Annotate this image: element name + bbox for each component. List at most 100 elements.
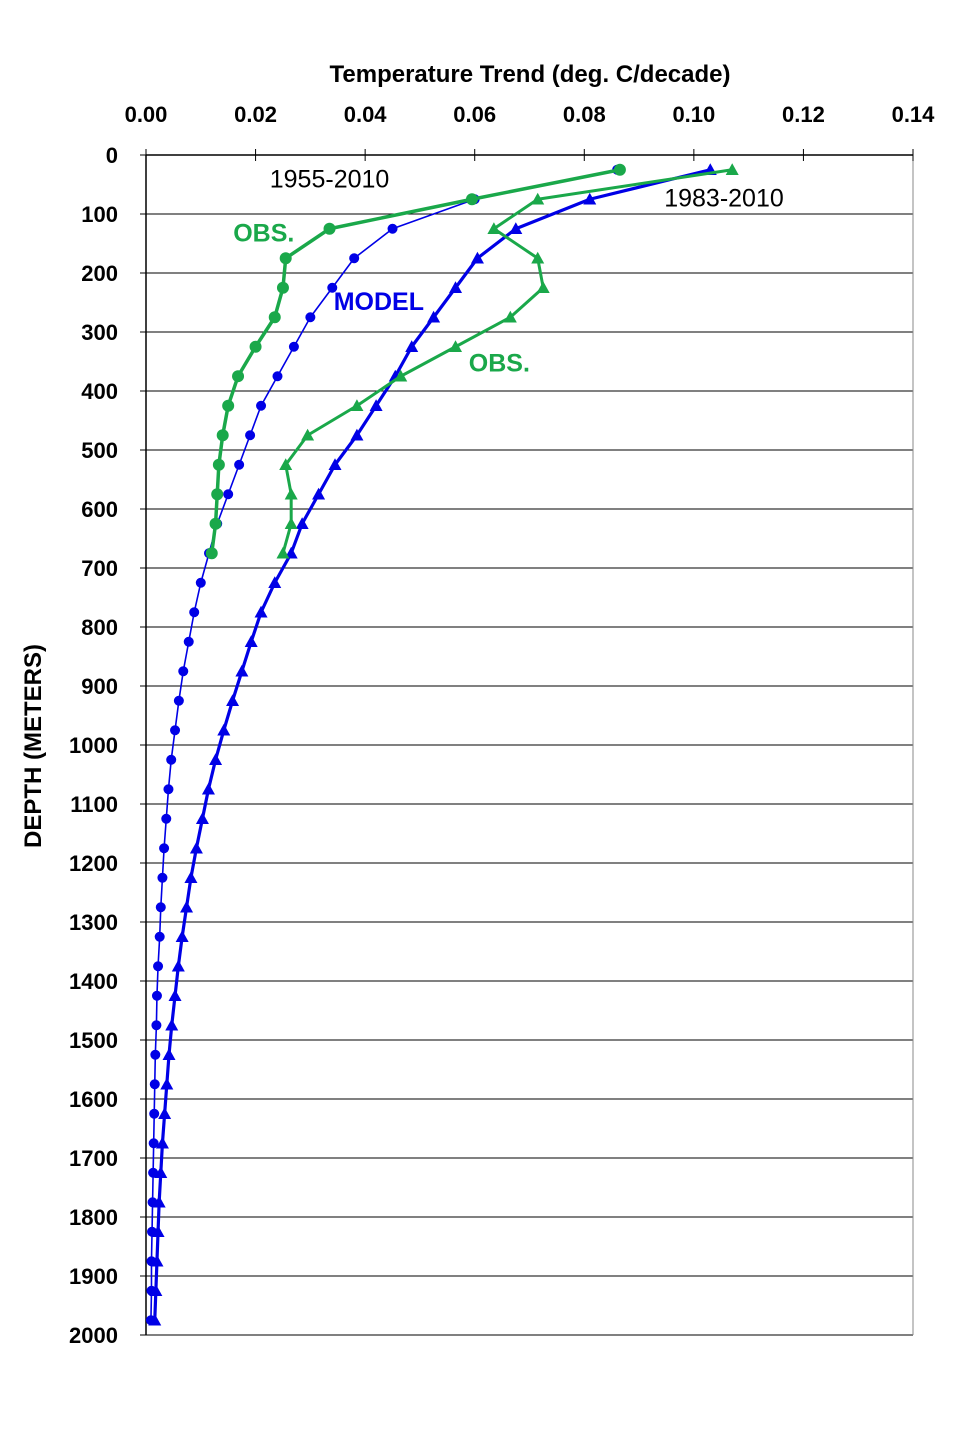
series-1955-2010-model-point-1175 — [159, 843, 170, 854]
series-1955-2010-obs-point-275 — [268, 311, 281, 324]
series-1955-2010-model-point-225 — [327, 282, 338, 293]
series-1955-2010-model-point-575 — [223, 489, 234, 500]
series-1955-2010-model-point-475 — [245, 430, 256, 441]
annotation-obs-2: OBS. — [233, 220, 294, 248]
x-tick-label-0.12: 0.12 — [782, 102, 825, 127]
series-1983-2010-obs-point-475 — [301, 428, 315, 441]
y-tick-label-1500: 1500 — [69, 1028, 118, 1053]
y-tick-label-1800: 1800 — [69, 1205, 118, 1230]
series-1983-2010-model-point-525 — [328, 458, 342, 470]
y-tick-label-0: 0 — [106, 143, 118, 168]
series-1983-2010-obs-point-275 — [503, 310, 517, 323]
series-1955-2010-model-point-925 — [173, 695, 184, 706]
y-tick-label-1700: 1700 — [69, 1146, 118, 1171]
series-1983-2010-model-point-1175 — [189, 841, 203, 854]
series-1983-2010-model-point-1525 — [162, 1048, 176, 1060]
series-1983-2010-obs-point-125 — [487, 222, 501, 234]
series-1955-2010-model-point-325 — [288, 341, 299, 352]
series-1955-2010-model-point-1425 — [151, 990, 162, 1001]
series-1955-2010-model-line — [150, 168, 618, 1321]
x-tick-labels: 0.00 0.02 0.04 0.06 0.08 0.10 0.12 0.14 — [125, 102, 936, 127]
series-1983-2010-model-point-325 — [405, 340, 419, 352]
series-1983-2010-model-point-1575 — [160, 1077, 174, 1090]
x-tick-label-0.00: 0.00 — [125, 102, 168, 127]
y-tick-label-1400: 1400 — [69, 969, 118, 994]
series-1955-2010-model-point-1725 — [148, 1167, 159, 1178]
x-axis-title: Temperature Trend (deg. C/decade) — [330, 61, 731, 88]
series-1983-2010-model-line — [153, 168, 711, 1321]
series-1955-2010-obs-point-375 — [232, 370, 245, 383]
series-1983-2010-model-point-775 — [254, 605, 268, 618]
y-tick-label-600: 600 — [81, 497, 118, 522]
y-tick-label-1000: 1000 — [69, 733, 118, 758]
series-1955-2010-model-point-1125 — [161, 813, 172, 824]
series-1955-2010-obs-point-525 — [212, 458, 225, 471]
series-1983-2010-obs-point-75 — [531, 192, 545, 205]
series-1955-2010-model-point-1075 — [163, 784, 174, 795]
y-tick-label-500: 500 — [81, 438, 118, 463]
y-tick-labels: 0 100 200 300 400 500 600 700 800 900 1000 1100 1200… — [69, 143, 118, 1348]
series-1955-2010-model-point-375 — [272, 371, 283, 382]
series-1955-2010-obs-point-25 — [613, 163, 626, 176]
x-tick-label-0.10: 0.10 — [672, 102, 715, 127]
series-1983-2010-model-point-825 — [244, 635, 258, 647]
series-1983-2010-model-point-1625 — [158, 1107, 172, 1119]
series-1955-2010-model-point-775 — [189, 607, 200, 618]
x-tick-label-0.08: 0.08 — [563, 102, 606, 127]
series-1955-2010-model-point-1475 — [151, 1020, 162, 1031]
annotations: 1955-2010 1983-2010 OBS. MODEL OBS. — [233, 165, 784, 377]
series-1983-2010-model-point-1125 — [195, 812, 209, 824]
series-1983-2010-obs-point-625 — [284, 517, 298, 529]
series-1955-2010-model-point-1675 — [148, 1138, 159, 1149]
series-1955-2010-model-point-725 — [195, 577, 206, 588]
series-1955-2010-obs-point-425 — [222, 399, 235, 412]
series-1955-2010-obs-point-125 — [323, 222, 336, 235]
x-tick-label-0.14: 0.14 — [892, 102, 936, 127]
series-1955-2010-obs — [205, 163, 626, 560]
series-1983-2010-model-point-875 — [235, 664, 249, 677]
series-1983-2010-model-point-1475 — [165, 1018, 179, 1031]
y-tick-label-800: 800 — [81, 615, 118, 640]
series-1983-2010-model-point-1275 — [180, 900, 194, 913]
x-tick-label-0.02: 0.02 — [234, 102, 277, 127]
series-1955-2010-model-point-825 — [183, 636, 194, 647]
series-1955-2010-model-point-1575 — [149, 1079, 160, 1090]
series-1983-2010-model-point-725 — [268, 576, 282, 588]
series-1983-2010-model-point-575 — [312, 487, 326, 500]
series-1983-2010-model-point-225 — [449, 281, 463, 293]
series-1983-2010-model-point-625 — [295, 517, 309, 529]
series-1983-2010-obs-point-325 — [449, 340, 463, 352]
series-1983-2010-obs-point-225 — [536, 281, 550, 293]
series-1955-2010-obs-point-575 — [211, 488, 224, 501]
series-1983-2010-model-point-1325 — [175, 930, 189, 942]
series-1955-2010-obs-point-675 — [205, 547, 218, 560]
y-tick-label-400: 400 — [81, 379, 118, 404]
y-tick-label-100: 100 — [81, 202, 118, 227]
series-1955-2010-model-point-275 — [305, 312, 316, 323]
series-1983-2010-obs-point-575 — [284, 487, 298, 500]
grid-lines — [146, 213, 913, 1336]
series-1983-2010-model-point-425 — [369, 399, 383, 411]
y-tick-label-900: 900 — [81, 674, 118, 699]
series-1955-2010-model-point-125 — [387, 223, 398, 234]
series-1955-2010-model-point-1325 — [154, 931, 165, 942]
series-1983-2010-model-point-1375 — [171, 959, 185, 972]
series-1955-2010-model-point-1625 — [149, 1108, 160, 1119]
y-tick-label-1200: 1200 — [69, 851, 118, 876]
series-1983-2010-obs-point-25 — [725, 163, 739, 175]
y-tick-label-1900: 1900 — [69, 1264, 118, 1289]
series-1955-2010-model-point-1275 — [155, 902, 166, 913]
series-1955-2010-obs-point-225 — [276, 281, 289, 294]
y-tick-label-1300: 1300 — [69, 910, 118, 935]
series-1955-2010-obs-point-475 — [216, 429, 229, 442]
series-1983-2010-model-point-1675 — [155, 1136, 169, 1149]
series-1983-2010-model-point-175 — [470, 251, 484, 264]
y-tick-label-1100: 1100 — [70, 792, 118, 817]
series-1983-2010-model-point-1075 — [201, 782, 215, 795]
y-tick-label-700: 700 — [81, 556, 118, 581]
series-1955-2010-model-point-1375 — [153, 961, 164, 972]
series-1955-2010-model-point-1525 — [150, 1049, 161, 1060]
series-1955-2010-model-point-525 — [234, 459, 245, 470]
